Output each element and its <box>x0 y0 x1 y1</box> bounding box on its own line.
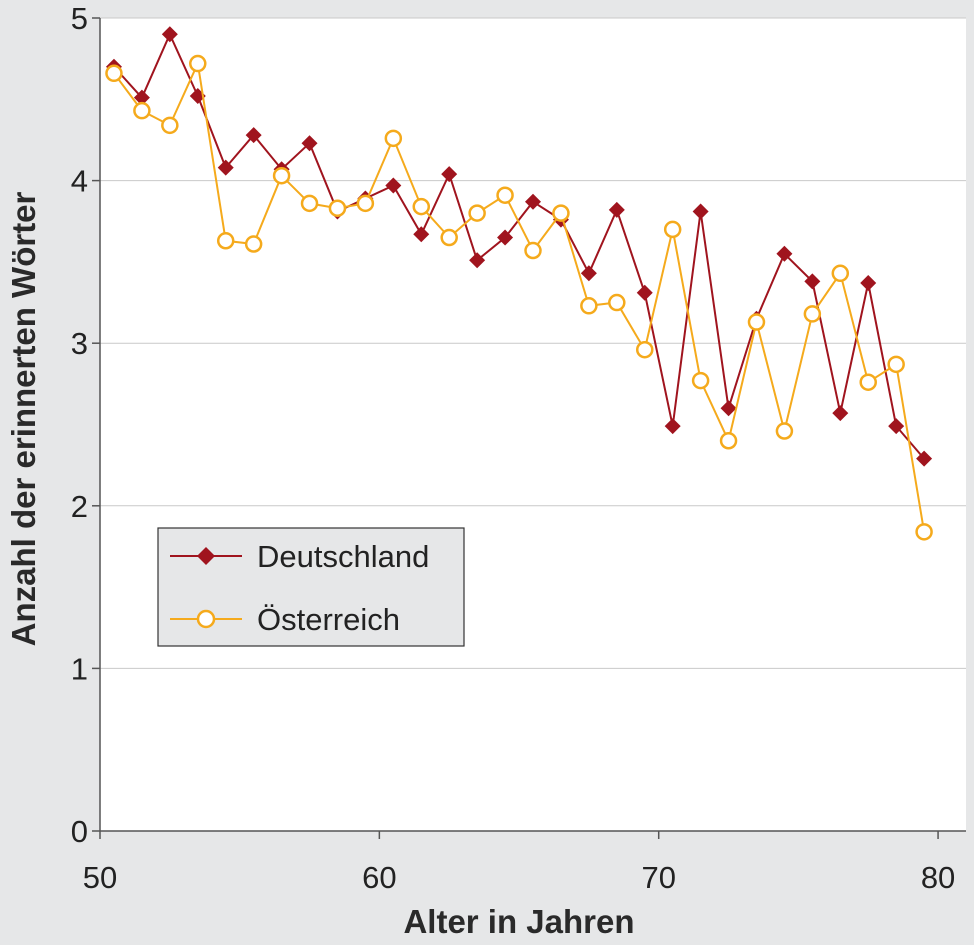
data-point <box>720 400 737 417</box>
x-tick-label: 80 <box>921 860 955 895</box>
data-point <box>441 166 458 183</box>
data-point <box>244 235 263 253</box>
data-point <box>469 252 486 269</box>
data-point <box>691 371 710 390</box>
data-point <box>217 159 234 176</box>
data-point <box>887 355 905 374</box>
legend-marker-oesterreich <box>196 609 216 629</box>
data-point <box>776 245 793 262</box>
data-point <box>440 228 458 247</box>
data-point <box>552 204 570 222</box>
data-point <box>384 129 403 148</box>
series-line <box>113 31 925 460</box>
data-point <box>859 373 877 391</box>
data-point <box>356 194 375 213</box>
data-point <box>747 313 766 331</box>
data-point <box>245 127 262 144</box>
x-tick-label: 70 <box>641 860 675 895</box>
legend-marker-deutschland <box>197 547 215 565</box>
data-point <box>300 194 319 213</box>
data-point <box>580 297 598 315</box>
legend-label-oesterreich: Österreich <box>257 602 400 637</box>
data-point <box>328 199 347 217</box>
data-point <box>635 340 654 359</box>
data-point <box>468 204 486 222</box>
y-tick-label: 2 <box>71 489 88 524</box>
data-point <box>860 275 877 292</box>
y-tick-label: 0 <box>71 814 88 849</box>
y-tick-label: 4 <box>71 164 88 199</box>
data-point <box>524 241 542 260</box>
data-point <box>413 226 430 243</box>
legend: Deutschland Österreich <box>157 527 465 647</box>
data-point <box>189 54 207 73</box>
data-point <box>888 418 905 435</box>
x-axis-ticks: 50 60 70 80 <box>83 831 955 895</box>
data-point <box>803 305 822 323</box>
x-tick-label: 50 <box>83 860 117 895</box>
legend-label-deutschland: Deutschland <box>257 539 429 574</box>
data-point <box>105 64 123 83</box>
y-axis-label: Anzahl der erinnerten Wörter <box>5 191 42 646</box>
x-axis-label: Alter in Jahren <box>403 903 634 940</box>
data-point <box>525 193 541 210</box>
data-point <box>915 523 933 541</box>
data-point <box>608 293 626 312</box>
data-point <box>272 166 291 185</box>
data-point <box>133 89 150 106</box>
gridlines <box>100 17 966 669</box>
data-point <box>580 265 597 282</box>
y-tick-label: 5 <box>71 1 88 36</box>
data-point <box>497 229 514 246</box>
x-tick-label: 60 <box>362 860 396 895</box>
data-point <box>412 197 431 216</box>
series-layer <box>105 26 933 541</box>
data-point <box>301 135 318 152</box>
data-point <box>133 101 151 120</box>
y-tick-label: 1 <box>71 651 88 686</box>
data-point <box>636 284 653 301</box>
data-point <box>385 177 402 194</box>
data-point <box>608 201 625 218</box>
data-point <box>719 432 738 450</box>
data-point <box>496 186 514 204</box>
data-point <box>216 232 235 250</box>
data-point <box>664 418 681 435</box>
data-point <box>831 264 850 283</box>
data-point <box>832 405 849 422</box>
plot-area <box>100 18 966 831</box>
data-point <box>663 220 682 239</box>
data-point <box>775 422 794 440</box>
y-tick-label: 3 <box>71 326 88 361</box>
data-point <box>161 26 178 43</box>
data-point <box>692 203 709 220</box>
series-oesterreich <box>105 54 933 541</box>
data-point <box>916 450 933 467</box>
y-axis-ticks: 0 1 2 3 4 5 <box>71 1 100 849</box>
data-point <box>804 273 821 290</box>
data-point <box>161 116 179 135</box>
